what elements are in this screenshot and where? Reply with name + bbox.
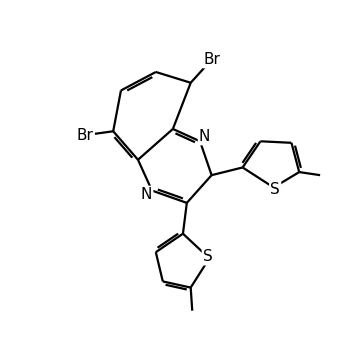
- Text: Br: Br: [77, 127, 94, 143]
- Text: S: S: [270, 182, 280, 197]
- Text: N: N: [141, 187, 152, 202]
- Text: Br: Br: [203, 52, 220, 67]
- Text: N: N: [199, 129, 210, 144]
- Text: S: S: [203, 249, 213, 264]
